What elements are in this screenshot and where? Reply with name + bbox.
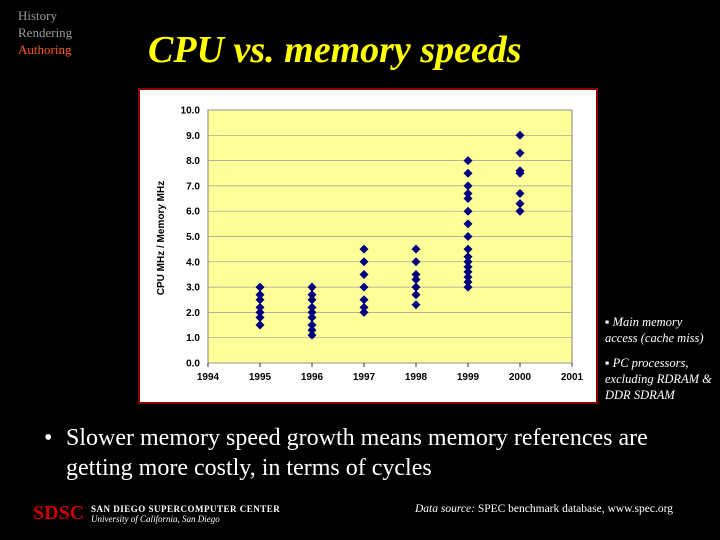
data-point xyxy=(411,269,421,279)
data-point xyxy=(255,307,265,317)
data-point xyxy=(515,188,525,198)
data-point xyxy=(463,244,473,254)
data-point xyxy=(255,295,265,305)
y-tick-label: 5.0 xyxy=(186,232,200,243)
x-tick-label: 1997 xyxy=(353,372,376,383)
data-point xyxy=(307,312,317,322)
org-name-line1: SAN DIEGO SUPERCOMPUTER CENTER xyxy=(91,504,281,514)
data-point xyxy=(359,269,369,279)
sdsc-logo: SDSC xyxy=(33,502,85,524)
x-tick-label: 2000 xyxy=(509,372,532,383)
org-name-line2: University of California, San Diego xyxy=(91,514,220,524)
x-tick-label: 2001 xyxy=(561,372,584,383)
y-tick-label: 8.0 xyxy=(186,156,200,167)
y-tick-label: 0.0 xyxy=(186,359,200,370)
data-point xyxy=(515,199,525,209)
x-tick-label: 1999 xyxy=(457,372,480,383)
data-point xyxy=(307,330,317,340)
data-point xyxy=(307,295,317,305)
data-point xyxy=(307,302,317,312)
data-point xyxy=(307,307,317,317)
legend-note-main-memory: ▪ Main memory access (cache miss) xyxy=(605,315,704,345)
grid-lines xyxy=(207,109,573,367)
data-point xyxy=(411,290,421,300)
data-point xyxy=(411,300,421,310)
data-point xyxy=(515,168,525,178)
y-tick-labels: 0.0 1.0 2.0 3.0 4.0 5.0 6.0 7.0 8.0 9.0 10.0 xyxy=(181,106,201,370)
y-tick-label: 10.0 xyxy=(181,106,201,117)
data-point xyxy=(359,307,369,317)
nav-item-rendering[interactable]: Rendering xyxy=(18,25,73,40)
x-tick-label: 1995 xyxy=(249,372,272,383)
x-tick-label: 1996 xyxy=(301,372,324,383)
bullet-dot-icon: • xyxy=(44,425,53,451)
data-point xyxy=(463,168,473,178)
data-point xyxy=(463,206,473,216)
data-point xyxy=(307,325,317,335)
data-source: Data source: SPEC benchmark database, ww… xyxy=(415,503,673,515)
data-point xyxy=(255,312,265,322)
x-tick-label: 1998 xyxy=(405,372,428,383)
data-point xyxy=(255,282,265,292)
data-point xyxy=(515,206,525,216)
chart: 0.0 1.0 2.0 3.0 4.0 5.0 6.0 7.0 8.0 9.0 10.0 1994 1… xyxy=(138,88,598,404)
data-point xyxy=(359,244,369,254)
data-point xyxy=(359,282,369,292)
data-point xyxy=(307,320,317,330)
data-point xyxy=(463,257,473,267)
bullet-text: Slower memory speed growth means memory … xyxy=(66,425,648,481)
data-point xyxy=(255,290,265,300)
data-point xyxy=(463,181,473,191)
y-tick-label: 6.0 xyxy=(186,207,200,218)
data-point xyxy=(411,244,421,254)
y-tick-label: 2.0 xyxy=(186,308,200,319)
x-tick-labels: 1994 1995 1996 1997 1998 1999 2000 2001 xyxy=(197,372,584,383)
data-point xyxy=(463,219,473,229)
y-tick-label: 1.0 xyxy=(186,333,200,344)
data-point xyxy=(307,282,317,292)
data-point xyxy=(515,148,525,158)
data-point xyxy=(411,257,421,267)
data-point xyxy=(411,282,421,292)
bullet-point: • Slower memory speed growth means memor… xyxy=(44,423,704,483)
data-point xyxy=(307,290,317,300)
y-tick-label: 3.0 xyxy=(186,283,200,294)
data-points xyxy=(255,130,525,340)
legend-note-pc-processors: ▪ PC processors, excluding RDRAM & DDR S… xyxy=(605,356,712,402)
slide-title: CPU vs. memory speeds xyxy=(148,29,522,71)
data-point xyxy=(463,252,473,262)
data-point xyxy=(515,130,525,140)
nav-item-authoring[interactable]: Authoring xyxy=(18,42,72,57)
y-tick-label: 9.0 xyxy=(186,131,200,142)
data-point xyxy=(463,194,473,204)
data-point xyxy=(463,277,473,287)
data-point xyxy=(463,232,473,241)
y-axis-label: CPU MHz / Memory MHz xyxy=(156,181,167,295)
note-main-memory-text: Main memory access (cache miss) xyxy=(605,315,704,345)
data-source-text: SPEC benchmark database, www.spec.org xyxy=(477,503,673,515)
section-nav: History Rendering Authoring xyxy=(18,7,72,58)
data-point xyxy=(359,295,369,305)
data-point xyxy=(255,320,265,330)
chart-svg: 0.01.02.03.04.05.06.07.08.09.010.0 1994 1… xyxy=(138,88,598,404)
data-point xyxy=(255,302,265,312)
data-point xyxy=(463,272,473,282)
note-pc-processors-text: PC processors, excluding RDRAM & DDR SDR… xyxy=(605,356,712,402)
data-point xyxy=(359,302,369,312)
data-point xyxy=(463,188,473,198)
data-source-label: Data source: xyxy=(415,503,475,515)
data-point xyxy=(411,275,421,285)
x-tick-label: 1994 xyxy=(197,372,220,383)
y-tick-label: 7.0 xyxy=(186,181,200,192)
nav-item-history[interactable]: History xyxy=(18,8,57,23)
data-point xyxy=(463,282,473,292)
data-point xyxy=(463,267,473,277)
data-point xyxy=(359,257,369,267)
data-point xyxy=(463,156,473,166)
y-tick-label: 4.0 xyxy=(186,257,200,268)
org-name: SAN DIEGO SUPERCOMPUTER CENTER Universit… xyxy=(91,504,280,524)
data-point xyxy=(463,262,473,272)
